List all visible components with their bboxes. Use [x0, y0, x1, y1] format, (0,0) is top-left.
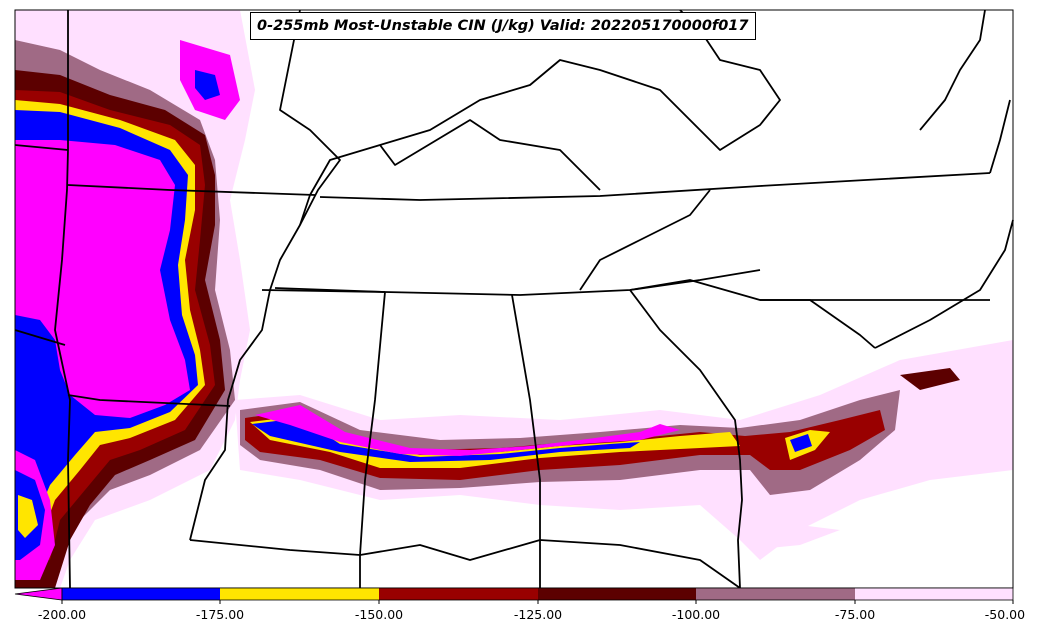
colorbar-tick-label: -75.00 [834, 607, 876, 622]
colorbar-bin-3 [379, 588, 538, 600]
colorbar-bin-5 [696, 588, 855, 600]
colorbar-bin-6 [855, 588, 1013, 600]
colorbar-tick-label: -150.00 [354, 607, 404, 622]
colorbar-bin-4 [538, 588, 696, 600]
colorbar-tick-label: -50.00 [984, 607, 1026, 622]
colorbar-extend-min [14, 587, 63, 601]
map-title: 0-255mb Most-Unstable CIN (J/kg) Valid: … [250, 12, 756, 40]
colorbar-tick-label: -175.00 [195, 607, 245, 622]
colorbar-bin-1 [62, 588, 220, 600]
colorbar-tick-label: -200.00 [37, 607, 87, 622]
colorbar-bin-2 [220, 588, 379, 600]
state-boundaries [14, 9, 1014, 589]
colorbar-tick-label: -125.00 [513, 607, 563, 622]
cin-field-west [15, 10, 255, 588]
colorbar-tick-label: -100.00 [671, 607, 721, 622]
colorbar [14, 587, 1014, 604]
cin-field-south [235, 340, 1013, 560]
